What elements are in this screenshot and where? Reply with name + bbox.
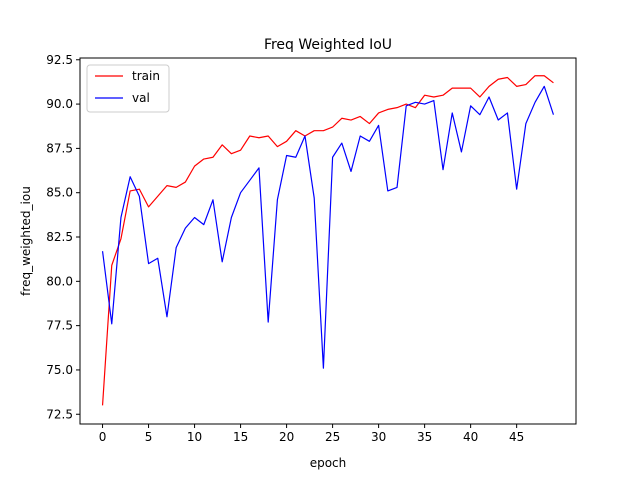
x-tick-label: 25 <box>325 430 340 444</box>
series-line-val <box>101 85 555 369</box>
x-tick-label: 15 <box>233 430 248 444</box>
x-axis-label: epoch <box>310 456 347 470</box>
legend: train val <box>86 64 170 113</box>
x-tick-label: 40 <box>463 430 478 444</box>
x-tick-label: 35 <box>417 430 432 444</box>
x-tick-label: 30 <box>371 430 386 444</box>
y-tick-label: 85.0 <box>46 186 73 200</box>
y-axis: 72.5 75.0 77.5 80.0 82.5 85.0 87.5 90.0 92.5 <box>46 53 80 421</box>
x-tick-label: 20 <box>279 430 294 444</box>
axes-frame <box>79 57 577 425</box>
y-tick-label: 80.0 <box>46 274 73 288</box>
x-tick-label: 45 <box>509 430 524 444</box>
y-tick-label: 72.5 <box>46 407 73 421</box>
y-tick-label: 75.0 <box>46 363 73 377</box>
chart-title: Freq Weighted IoU <box>264 37 392 53</box>
y-tick-label: 82.5 <box>46 230 73 244</box>
x-tick-label: 5 <box>145 430 153 444</box>
x-tick-label: 10 <box>187 430 202 444</box>
legend-box <box>86 64 170 113</box>
legend-label-train: train <box>132 69 160 83</box>
y-tick-label: 92.5 <box>46 53 73 67</box>
y-tick-label: 90.0 <box>46 97 73 111</box>
y-tick-label: 87.5 <box>46 141 73 155</box>
x-axis: 0 5 10 15 20 25 30 35 40 45 <box>99 424 524 444</box>
x-tick-label: 0 <box>99 430 107 444</box>
y-tick-label: 77.5 <box>46 319 73 333</box>
y-axis-label: freq_weighted_iou <box>19 186 33 296</box>
series-line-train <box>101 75 554 406</box>
legend-label-val: val <box>132 91 150 105</box>
plot-area <box>101 75 555 406</box>
